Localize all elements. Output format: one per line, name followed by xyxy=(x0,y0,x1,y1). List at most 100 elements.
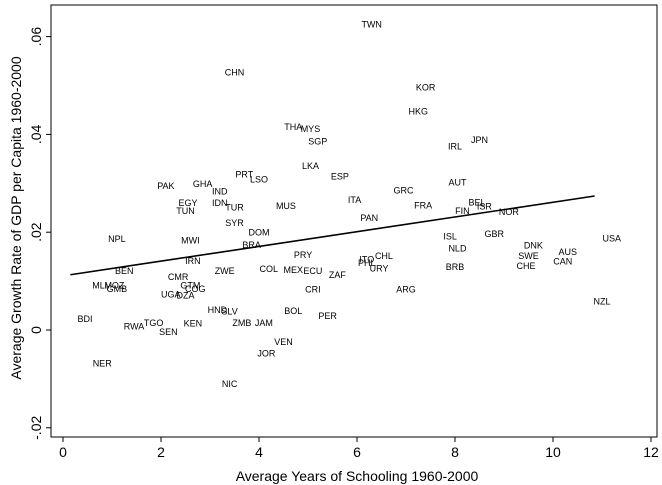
point-label-chl: CHL xyxy=(375,251,393,261)
point-label-pry: PRY xyxy=(294,250,312,260)
point-label-cog: COG xyxy=(185,284,206,294)
point-label-ind: IND xyxy=(212,187,228,197)
point-label-tgo: TGO xyxy=(144,318,164,328)
point-label-egy: EGY xyxy=(178,198,197,208)
point-label-fra: FRA xyxy=(414,200,432,210)
fit-line xyxy=(70,195,595,276)
point-label-arg: ARG xyxy=(396,284,416,294)
plot-frame xyxy=(50,4,658,438)
point-label-pak: PAK xyxy=(157,181,174,191)
point-label-phl: PHL xyxy=(358,258,376,268)
x-tick-label: 4 xyxy=(255,444,263,460)
point-label-usa: USA xyxy=(603,234,622,244)
point-label-tun: TUN xyxy=(176,206,195,216)
point-label-npl: NPL xyxy=(108,234,126,244)
point-label-ita: ITA xyxy=(348,195,361,205)
point-label-gbr: GBR xyxy=(484,229,504,239)
point-label-irl: IRL xyxy=(448,142,462,152)
point-label-hnd: HND xyxy=(208,305,228,315)
point-label-irn: IRN xyxy=(185,256,201,266)
point-label-slv: SLV xyxy=(221,306,237,316)
point-label-prt: PRT xyxy=(235,169,253,179)
point-label-mwi: MWI xyxy=(181,236,200,246)
point-label-lka: LKA xyxy=(302,161,319,171)
y-tick-label: .06 xyxy=(28,27,44,47)
point-label-isr: ISR xyxy=(477,201,493,211)
y-tick-label: .04 xyxy=(28,124,44,144)
point-label-zmb: ZMB xyxy=(232,318,251,328)
point-label-moz: MOZ xyxy=(104,281,124,291)
point-label-mus: MUS xyxy=(276,201,296,211)
point-label-chn: CHN xyxy=(225,67,245,77)
point-label-aus: AUS xyxy=(558,247,577,257)
point-label-tur: TUR xyxy=(225,202,244,212)
point-label-twn: TWN xyxy=(361,19,382,29)
point-label-jor: JOR xyxy=(257,348,276,358)
point-label-uga: UGA xyxy=(161,289,181,299)
point-label-bdi: BDI xyxy=(78,314,93,324)
x-axis: 0 2 4 6 8 10 12 xyxy=(59,437,659,460)
x-tick-label: 8 xyxy=(451,444,459,460)
y-axis-title: Average Growth Rate of GDP per Capita 19… xyxy=(8,56,24,379)
y-tick-label: -.02 xyxy=(28,416,44,440)
x-tick-label: 10 xyxy=(545,444,561,460)
point-label-ury: URY xyxy=(370,263,389,273)
point-label-brb: BRB xyxy=(446,262,465,272)
point-label-ven: VEN xyxy=(274,337,293,347)
point-label-jam: JAM xyxy=(255,318,273,328)
point-label-ner: NER xyxy=(93,358,113,368)
x-tick-label: 12 xyxy=(643,444,659,460)
point-label-tha: THA xyxy=(284,122,302,132)
point-label-zwe: ZWE xyxy=(215,266,235,276)
point-label-isl: ISL xyxy=(443,232,457,242)
point-label-ken: KEN xyxy=(184,319,203,329)
point-label-nor: NOR xyxy=(499,207,520,217)
point-label-ito: ITO xyxy=(359,255,374,265)
point-label-fin: FIN xyxy=(455,206,470,216)
point-label-rwa: RWA xyxy=(124,322,145,332)
point-label-nic: NIC xyxy=(222,379,238,389)
y-tick-label: .02 xyxy=(28,222,44,242)
point-label-bel: BEL xyxy=(469,197,486,207)
point-label-dnk: DNK xyxy=(524,240,543,250)
point-label-sgp: SGP xyxy=(308,137,327,147)
x-axis-title: Average Years of Schooling 1960-2000 xyxy=(236,468,479,484)
point-label-gmb: GMB xyxy=(107,284,128,294)
y-tick-label: 0 xyxy=(28,326,44,334)
point-label-kor: KOR xyxy=(416,82,436,92)
point-label-mys: MYS xyxy=(301,124,321,134)
point-label-swe: SWE xyxy=(518,251,539,261)
fit-line-group xyxy=(70,195,595,276)
point-label-gtm: GTM xyxy=(180,281,200,291)
point-label-ecu: ECU xyxy=(303,266,322,276)
point-label-dom: DOM xyxy=(249,228,270,238)
point-label-nld: NLD xyxy=(448,243,467,253)
point-label-mli: MLI xyxy=(92,281,107,291)
y-axis: -.02 0 .02 .04 .06 xyxy=(28,27,51,440)
point-label-cri: CRI xyxy=(305,284,321,294)
point-label-cmr: CMR xyxy=(168,272,189,282)
point-label-mex: MEX xyxy=(284,265,304,275)
point-label-pan: PAN xyxy=(360,213,378,223)
point-label-col: COL xyxy=(260,264,279,274)
point-label-can: CAN xyxy=(553,257,572,267)
point-label-che: CHE xyxy=(517,261,536,271)
point-label-bol: BOL xyxy=(284,306,302,316)
point-label-aut: AUT xyxy=(448,177,467,187)
point-label-esp: ESP xyxy=(331,171,349,181)
x-tick-label: 6 xyxy=(353,444,361,460)
point-label-syr: SYR xyxy=(225,218,244,228)
point-label-hkg: HKG xyxy=(408,106,428,116)
point-label-lso: LSO xyxy=(250,174,268,184)
point-label-bra: BRA xyxy=(242,240,261,250)
point-label-dza: DZA xyxy=(177,290,195,300)
point-label-sen: SEN xyxy=(159,327,178,337)
point-label-gha: GHA xyxy=(193,179,213,189)
point-label-jpn: JPN xyxy=(471,135,488,145)
point-label-ben: BEN xyxy=(115,266,134,276)
point-label-grc: GRC xyxy=(394,186,415,196)
point-label-idn: IDN xyxy=(212,198,228,208)
x-tick-label: 0 xyxy=(59,444,67,460)
